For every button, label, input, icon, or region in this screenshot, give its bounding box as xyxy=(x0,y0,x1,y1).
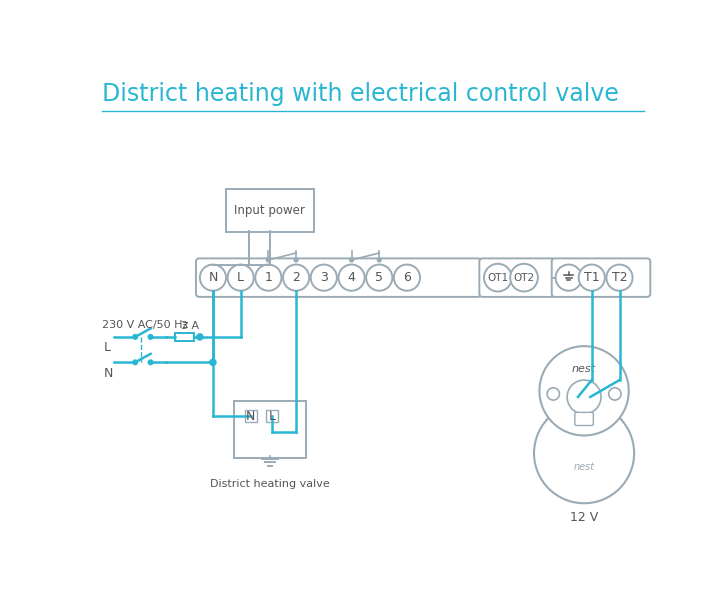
Text: nest: nest xyxy=(574,462,595,472)
Circle shape xyxy=(579,264,605,290)
Circle shape xyxy=(539,346,629,435)
FancyBboxPatch shape xyxy=(266,410,278,422)
Text: T2: T2 xyxy=(612,271,628,284)
FancyBboxPatch shape xyxy=(575,412,593,425)
Text: 230 V AC/50 Hz: 230 V AC/50 Hz xyxy=(102,320,189,330)
Circle shape xyxy=(266,258,270,262)
Text: District heating with electrical control valve: District heating with electrical control… xyxy=(102,82,619,106)
Text: 4: 4 xyxy=(347,271,355,284)
Circle shape xyxy=(366,264,392,290)
FancyBboxPatch shape xyxy=(552,258,650,297)
Text: OT2: OT2 xyxy=(513,273,534,283)
FancyBboxPatch shape xyxy=(245,410,257,422)
Circle shape xyxy=(210,359,216,365)
Circle shape xyxy=(534,403,634,503)
Circle shape xyxy=(133,360,138,365)
Text: 12 V: 12 V xyxy=(570,511,598,524)
Circle shape xyxy=(197,334,203,340)
Circle shape xyxy=(339,264,365,290)
Text: District heating valve: District heating valve xyxy=(210,479,330,489)
Circle shape xyxy=(567,380,601,414)
Circle shape xyxy=(294,258,298,262)
Text: N: N xyxy=(208,271,218,284)
Circle shape xyxy=(311,264,337,290)
Circle shape xyxy=(149,360,153,365)
Text: 2: 2 xyxy=(292,271,300,284)
Text: Input power: Input power xyxy=(234,204,305,217)
FancyBboxPatch shape xyxy=(175,333,194,341)
Circle shape xyxy=(200,264,226,290)
Text: L: L xyxy=(269,410,276,423)
Circle shape xyxy=(394,264,420,290)
Text: 6: 6 xyxy=(403,271,411,284)
Text: nest: nest xyxy=(572,364,596,374)
Circle shape xyxy=(256,264,282,290)
Circle shape xyxy=(133,334,138,339)
Text: L: L xyxy=(103,341,111,354)
FancyBboxPatch shape xyxy=(196,258,481,297)
FancyBboxPatch shape xyxy=(234,401,306,458)
FancyBboxPatch shape xyxy=(479,258,555,297)
Circle shape xyxy=(609,388,621,400)
Text: N: N xyxy=(103,366,113,380)
Circle shape xyxy=(606,264,633,290)
Text: 3: 3 xyxy=(320,271,328,284)
Text: N: N xyxy=(246,410,256,423)
FancyBboxPatch shape xyxy=(226,189,314,232)
Text: 5: 5 xyxy=(375,271,383,284)
Text: T1: T1 xyxy=(584,271,600,284)
Circle shape xyxy=(283,264,309,290)
Text: OT1: OT1 xyxy=(487,273,508,283)
Text: L: L xyxy=(237,271,244,284)
Text: 3 A: 3 A xyxy=(181,321,199,331)
Text: 1: 1 xyxy=(264,271,272,284)
Circle shape xyxy=(149,334,153,339)
Circle shape xyxy=(349,258,354,262)
Circle shape xyxy=(547,388,559,400)
Circle shape xyxy=(555,264,582,290)
Circle shape xyxy=(510,264,538,292)
Circle shape xyxy=(484,264,512,292)
Circle shape xyxy=(377,258,381,262)
Circle shape xyxy=(228,264,254,290)
